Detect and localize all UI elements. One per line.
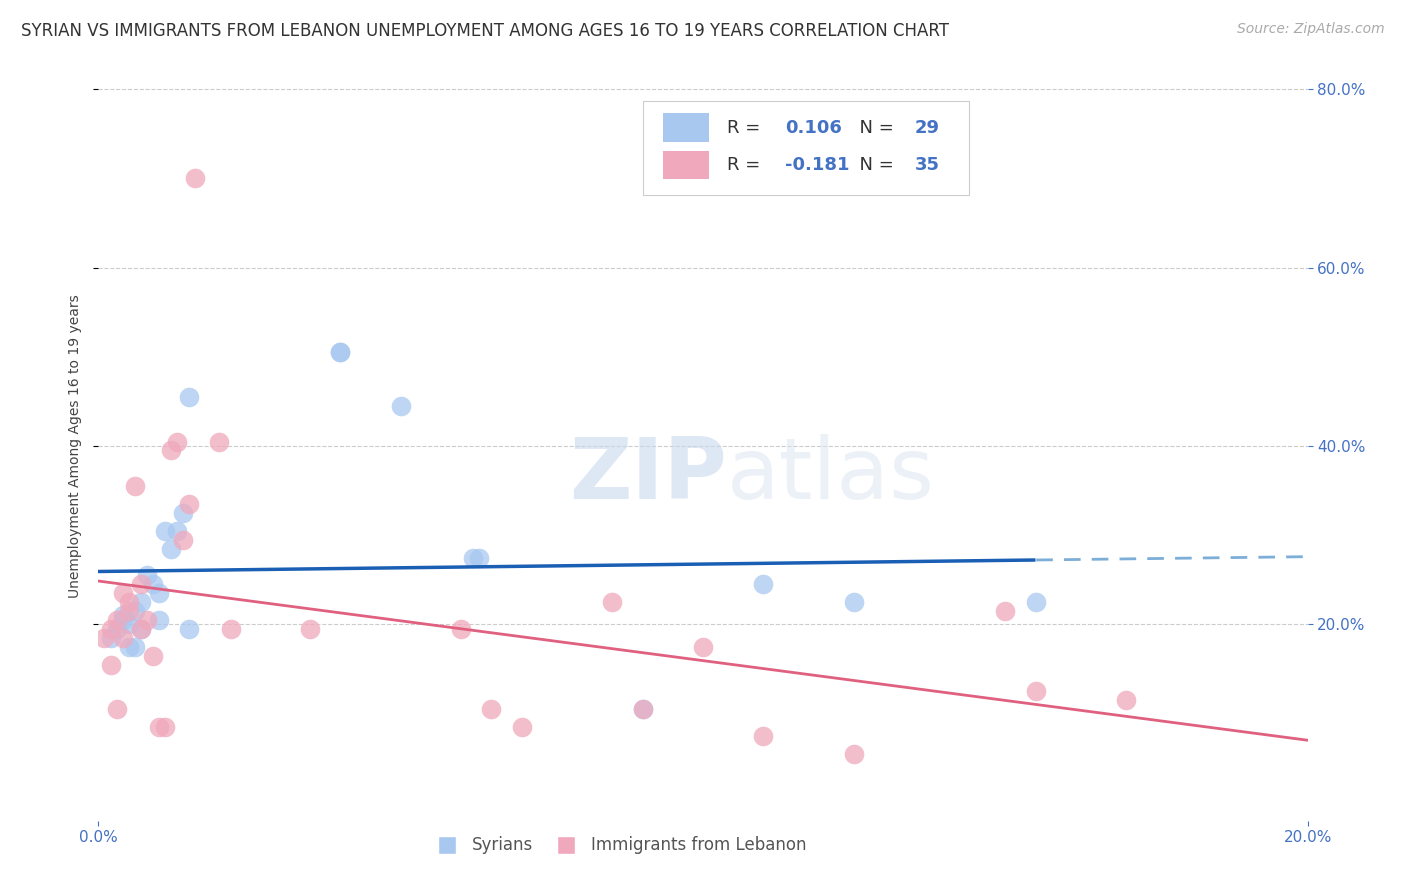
Point	[329, 345, 352, 359]
Point	[1024, 684, 1046, 698]
Point	[602, 595, 624, 609]
Point	[105, 613, 128, 627]
Text: R =: R =	[727, 119, 766, 136]
Point	[129, 595, 152, 609]
Point	[118, 595, 141, 609]
Point	[463, 550, 485, 565]
Point	[118, 604, 141, 618]
Point	[468, 550, 491, 565]
Text: 29: 29	[915, 119, 939, 136]
Point	[179, 622, 201, 636]
Point	[221, 622, 243, 636]
Point	[994, 604, 1017, 618]
Point	[844, 747, 866, 761]
Text: 35: 35	[915, 156, 939, 174]
Point	[166, 434, 188, 449]
Point	[124, 604, 146, 618]
Point	[179, 497, 201, 511]
Point	[100, 657, 122, 672]
Point	[450, 622, 472, 636]
Point	[111, 631, 134, 645]
Point	[184, 171, 207, 186]
Point	[844, 595, 866, 609]
Text: ZIP: ZIP	[569, 434, 727, 517]
Point	[1024, 595, 1046, 609]
Point	[93, 631, 115, 645]
Point	[179, 390, 201, 404]
Point	[135, 568, 157, 582]
Point	[100, 622, 122, 636]
Point	[631, 702, 654, 716]
Point	[631, 702, 654, 716]
Text: SYRIAN VS IMMIGRANTS FROM LEBANON UNEMPLOYMENT AMONG AGES 16 TO 19 YEARS CORRELA: SYRIAN VS IMMIGRANTS FROM LEBANON UNEMPL…	[21, 22, 949, 40]
FancyBboxPatch shape	[664, 151, 709, 179]
Point	[329, 345, 352, 359]
Point	[111, 608, 134, 623]
FancyBboxPatch shape	[664, 113, 709, 142]
Point	[752, 577, 775, 591]
Point	[111, 586, 134, 600]
Point	[148, 720, 170, 734]
Text: 0.106: 0.106	[785, 119, 842, 136]
Text: R =: R =	[727, 156, 766, 174]
Point	[100, 631, 122, 645]
Point	[299, 622, 322, 636]
Point	[160, 541, 183, 556]
Point	[153, 720, 176, 734]
Point	[692, 640, 714, 654]
Point	[1115, 693, 1137, 707]
Text: Source: ZipAtlas.com: Source: ZipAtlas.com	[1237, 22, 1385, 37]
Point	[142, 577, 165, 591]
Point	[172, 506, 194, 520]
FancyBboxPatch shape	[643, 102, 969, 195]
Point	[208, 434, 231, 449]
Point	[111, 613, 134, 627]
Point	[389, 399, 412, 413]
Point	[124, 640, 146, 654]
Text: N =: N =	[848, 156, 900, 174]
Point	[142, 648, 165, 663]
Point	[124, 479, 146, 493]
Text: atlas: atlas	[727, 434, 935, 517]
Point	[118, 617, 141, 632]
Text: N =: N =	[848, 119, 900, 136]
Point	[105, 702, 128, 716]
Point	[153, 524, 176, 538]
Point	[172, 533, 194, 547]
Point	[135, 613, 157, 627]
Point	[752, 729, 775, 743]
Point	[481, 702, 503, 716]
Point	[118, 640, 141, 654]
Legend: Syrians, Immigrants from Lebanon: Syrians, Immigrants from Lebanon	[423, 830, 814, 861]
Point	[129, 622, 152, 636]
Point	[148, 613, 170, 627]
Point	[129, 622, 152, 636]
Point	[166, 524, 188, 538]
Point	[105, 622, 128, 636]
Y-axis label: Unemployment Among Ages 16 to 19 years: Unemployment Among Ages 16 to 19 years	[69, 294, 83, 598]
Text: -0.181: -0.181	[785, 156, 849, 174]
Point	[160, 443, 183, 458]
Point	[129, 577, 152, 591]
Point	[510, 720, 533, 734]
Point	[148, 586, 170, 600]
